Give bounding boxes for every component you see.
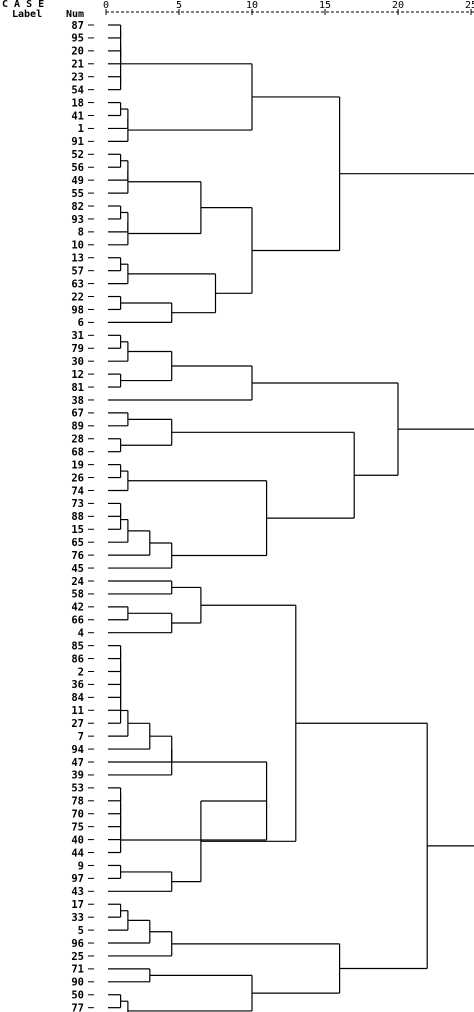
leaf-label: 82 — [71, 201, 84, 213]
header-num: Num — [66, 9, 84, 20]
leaf-label: 67 — [71, 408, 84, 420]
leaf-label: 77 — [71, 1002, 84, 1012]
leaf-label: 53 — [71, 783, 84, 795]
leaf-label: 40 — [71, 834, 84, 846]
leaf-label: 28 — [71, 434, 84, 446]
leaf-label: 54 — [71, 84, 84, 96]
distance-axis: 0 5 10 15 20 25 — [103, 0, 474, 15]
leaf-label: 38 — [71, 395, 84, 407]
leaf-label: 18 — [71, 97, 84, 109]
leaf-label: 81 — [71, 382, 84, 394]
leaf-label: 49 — [71, 175, 84, 187]
leaf-label: 56 — [71, 162, 84, 174]
leaf-label: 17 — [71, 899, 84, 911]
leaf-label: 44 — [71, 847, 84, 859]
leaf-label: 89 — [71, 421, 84, 433]
leaf-label: 45 — [71, 563, 84, 575]
leaf-label: 98 — [71, 304, 84, 316]
leaf-label: 21 — [71, 59, 84, 71]
leaf-label: 96 — [71, 938, 84, 950]
leaf-label: 42 — [71, 602, 84, 614]
leaf-label: 5 — [78, 925, 84, 937]
axis-tick-label: 20 — [392, 0, 404, 11]
leaf-label: 87 — [71, 20, 84, 32]
leaf-label: 57 — [71, 265, 84, 277]
leaf-label: 26 — [71, 472, 84, 484]
leaf-label: 85 — [71, 640, 84, 652]
leaf-label: 10 — [71, 240, 84, 252]
leaf-label: 39 — [71, 770, 84, 782]
leaf-label: 88 — [71, 511, 84, 523]
leaf-label: 70 — [71, 809, 84, 821]
leaf-label: 95 — [71, 33, 84, 45]
leaf-label: 55 — [71, 188, 84, 200]
leaf-label: 52 — [71, 149, 84, 161]
leaf-labels: 8795202123541841191525649558293810135763… — [71, 20, 94, 1012]
leaf-label: 97 — [71, 873, 84, 885]
leaf-label: 22 — [71, 291, 84, 303]
leaf-label: 78 — [71, 796, 84, 808]
leaf-label: 7 — [78, 731, 84, 743]
leaf-label: 4 — [78, 628, 84, 640]
leaf-label: 15 — [71, 524, 84, 536]
leaf-label: 76 — [71, 550, 84, 562]
axis-tick-label: 5 — [176, 0, 182, 11]
leaf-label: 8 — [78, 227, 84, 239]
leaf-label: 65 — [71, 537, 84, 549]
leaf-label: 86 — [71, 653, 84, 665]
leaf-label: 23 — [71, 72, 84, 84]
axis-tick-label: 10 — [246, 0, 258, 11]
leaf-label: 90 — [71, 977, 84, 989]
leaf-label: 13 — [71, 253, 84, 265]
leaf-label: 1 — [78, 123, 84, 135]
leaf-label: 30 — [71, 356, 84, 368]
leaf-label: 58 — [71, 589, 84, 601]
leaf-label: 43 — [71, 886, 84, 898]
leaf-label: 11 — [71, 705, 84, 717]
leaf-label: 6 — [78, 317, 84, 329]
leaf-label: 24 — [71, 576, 84, 588]
header-case: C A S E — [2, 0, 44, 10]
leaf-label: 68 — [71, 446, 84, 458]
leaf-label: 31 — [71, 330, 84, 342]
axis-tick-label: 25 — [465, 0, 474, 11]
axis-tick-label: 15 — [319, 0, 331, 11]
leaf-label: 36 — [71, 679, 84, 691]
axis-tick-label: 0 — [103, 0, 109, 11]
leaf-label: 25 — [71, 951, 84, 963]
leaf-label: 79 — [71, 343, 84, 355]
leaf-label: 50 — [71, 990, 84, 1002]
leaf-label: 47 — [71, 757, 84, 769]
leaf-label: 2 — [78, 666, 84, 678]
leaf-label: 41 — [71, 110, 84, 122]
leaf-label: 12 — [71, 369, 84, 381]
header-label: Label — [12, 9, 42, 20]
leaf-label: 94 — [71, 744, 84, 756]
leaf-label: 20 — [71, 46, 84, 58]
leaf-label: 33 — [71, 912, 84, 924]
leaf-label: 75 — [71, 821, 84, 833]
dendrogram-tree — [108, 24, 474, 1012]
leaf-label: 84 — [71, 692, 84, 704]
leaf-label: 9 — [78, 860, 84, 872]
leaf-label: 19 — [71, 459, 84, 471]
leaf-label: 74 — [71, 485, 84, 497]
leaf-label: 93 — [71, 214, 84, 226]
leaf-label: 73 — [71, 498, 84, 510]
leaf-label: 27 — [71, 718, 84, 730]
leaf-label: 91 — [71, 136, 84, 148]
leaf-label: 63 — [71, 278, 84, 290]
leaf-label: 71 — [71, 964, 84, 976]
leaf-label: 66 — [71, 615, 84, 627]
